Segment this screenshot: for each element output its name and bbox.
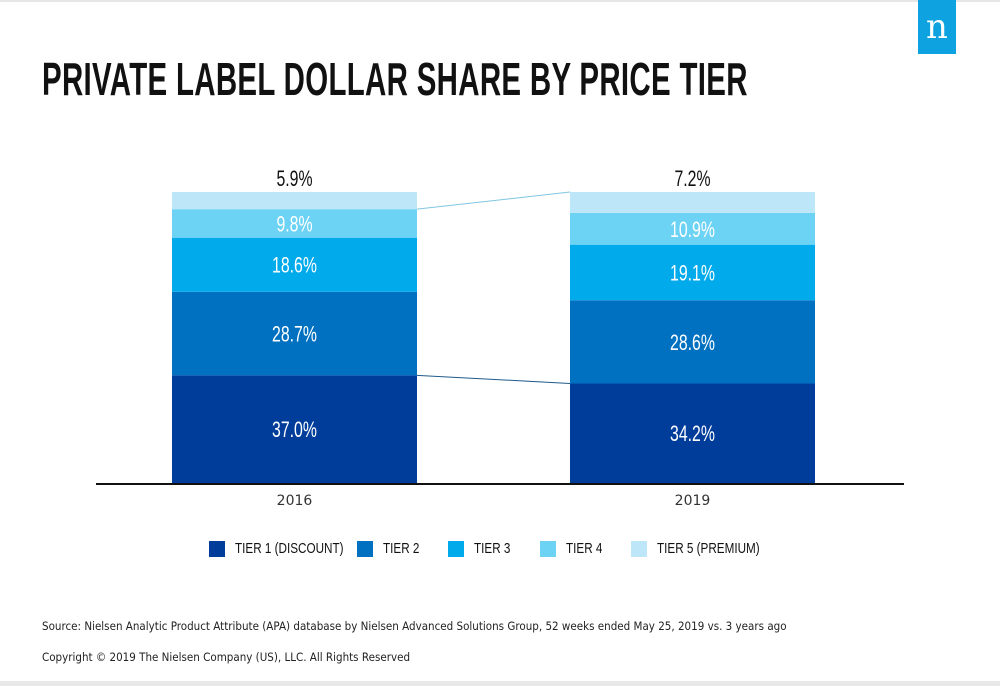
- copyright-note: Copyright © 2019 The Nielsen Company (US…: [42, 650, 411, 664]
- legend-swatch: [209, 540, 225, 557]
- connector-lines: [416, 191, 571, 384]
- bar-segment-2019-tier-2: [570, 300, 815, 384]
- data-label-2016-tier-4: 9.8%: [276, 213, 312, 237]
- data-label-2019-tier-1: 34.2%: [670, 423, 715, 447]
- nielsen-logo: n: [918, 0, 956, 54]
- logo-glyph: n: [926, 7, 948, 47]
- legend-item-tier-4: TIER 4: [539, 540, 602, 557]
- data-label-2016-tier-5: 5.9%: [276, 168, 312, 192]
- legend-swatch: [631, 540, 648, 557]
- legend-label: TIER 1 (DISCOUNT): [235, 540, 344, 557]
- bar-segment-2016-tier-2: [172, 291, 417, 376]
- connector-line-upper: [416, 191, 571, 210]
- data-label-2016-tier-2: 28.7%: [272, 323, 317, 347]
- x-tick-labels: 2016 2019: [277, 493, 711, 509]
- legend-item-tier-2: TIER 2: [356, 540, 419, 557]
- legend-label: TIER 5 (PREMIUM): [657, 540, 760, 557]
- data-label-2019-tier-4: 10.9%: [670, 218, 715, 242]
- connector-line-lower: [416, 374, 571, 384]
- legend-item-tier-5: TIER 5 (PREMIUM): [631, 540, 760, 557]
- source-note: Source: Nielsen Analytic Product Attribu…: [42, 619, 787, 633]
- bottom-border: [0, 681, 1000, 686]
- bar-segment-2016-tier-5: [172, 192, 417, 210]
- data-label-2019-tier-2: 28.6%: [670, 332, 715, 356]
- bar-segment-2019-tier-3: [570, 244, 815, 301]
- bar-segment-2019-tier-1: [570, 383, 815, 483]
- data-label-2016-tier-1: 37.0%: [272, 419, 317, 443]
- legend-label: TIER 2: [382, 540, 419, 557]
- bar-segment-2016-tier-3: [172, 237, 417, 292]
- legend-item-tier-1: TIER 1 (DISCOUNT): [209, 540, 344, 557]
- legend-swatch: [448, 540, 465, 557]
- data-label-2019-tier-3: 19.1%: [670, 262, 715, 286]
- bar-segment-2016-tier-1: [172, 375, 417, 483]
- data-label-2019-tier-5: 7.2%: [674, 168, 710, 192]
- bar-segment-2019-tier-4: [570, 212, 815, 245]
- legend-swatch: [539, 540, 556, 557]
- bar-segment-2016-tier-4: [172, 209, 417, 238]
- top-border: [0, 0, 1000, 2]
- legend-swatch: [356, 540, 373, 557]
- bar-segment-2019-tier-5: [570, 192, 815, 213]
- chart-title: PRIVATE LABEL DOLLAR SHARE BY PRICE TIER: [42, 53, 748, 105]
- legend: TIER 1 (DISCOUNT) TIER 2 TIER 3 TIER 4 TIER …: [209, 540, 774, 557]
- legend-item-tier-3: TIER 3: [448, 540, 511, 557]
- data-labels: 37.0% 28.7% 18.6% 9.8% 5.9% 34.2% 28.6% 19.1% 10…: [272, 168, 715, 447]
- bars: [172, 192, 815, 483]
- x-tick-label-2019: 2019: [675, 493, 711, 509]
- data-label-2016-tier-3: 18.6%: [272, 254, 317, 278]
- x-tick-label-2016: 2016: [277, 493, 313, 509]
- legend-label: TIER 3: [474, 540, 511, 557]
- legend-label: TIER 4: [565, 540, 602, 557]
